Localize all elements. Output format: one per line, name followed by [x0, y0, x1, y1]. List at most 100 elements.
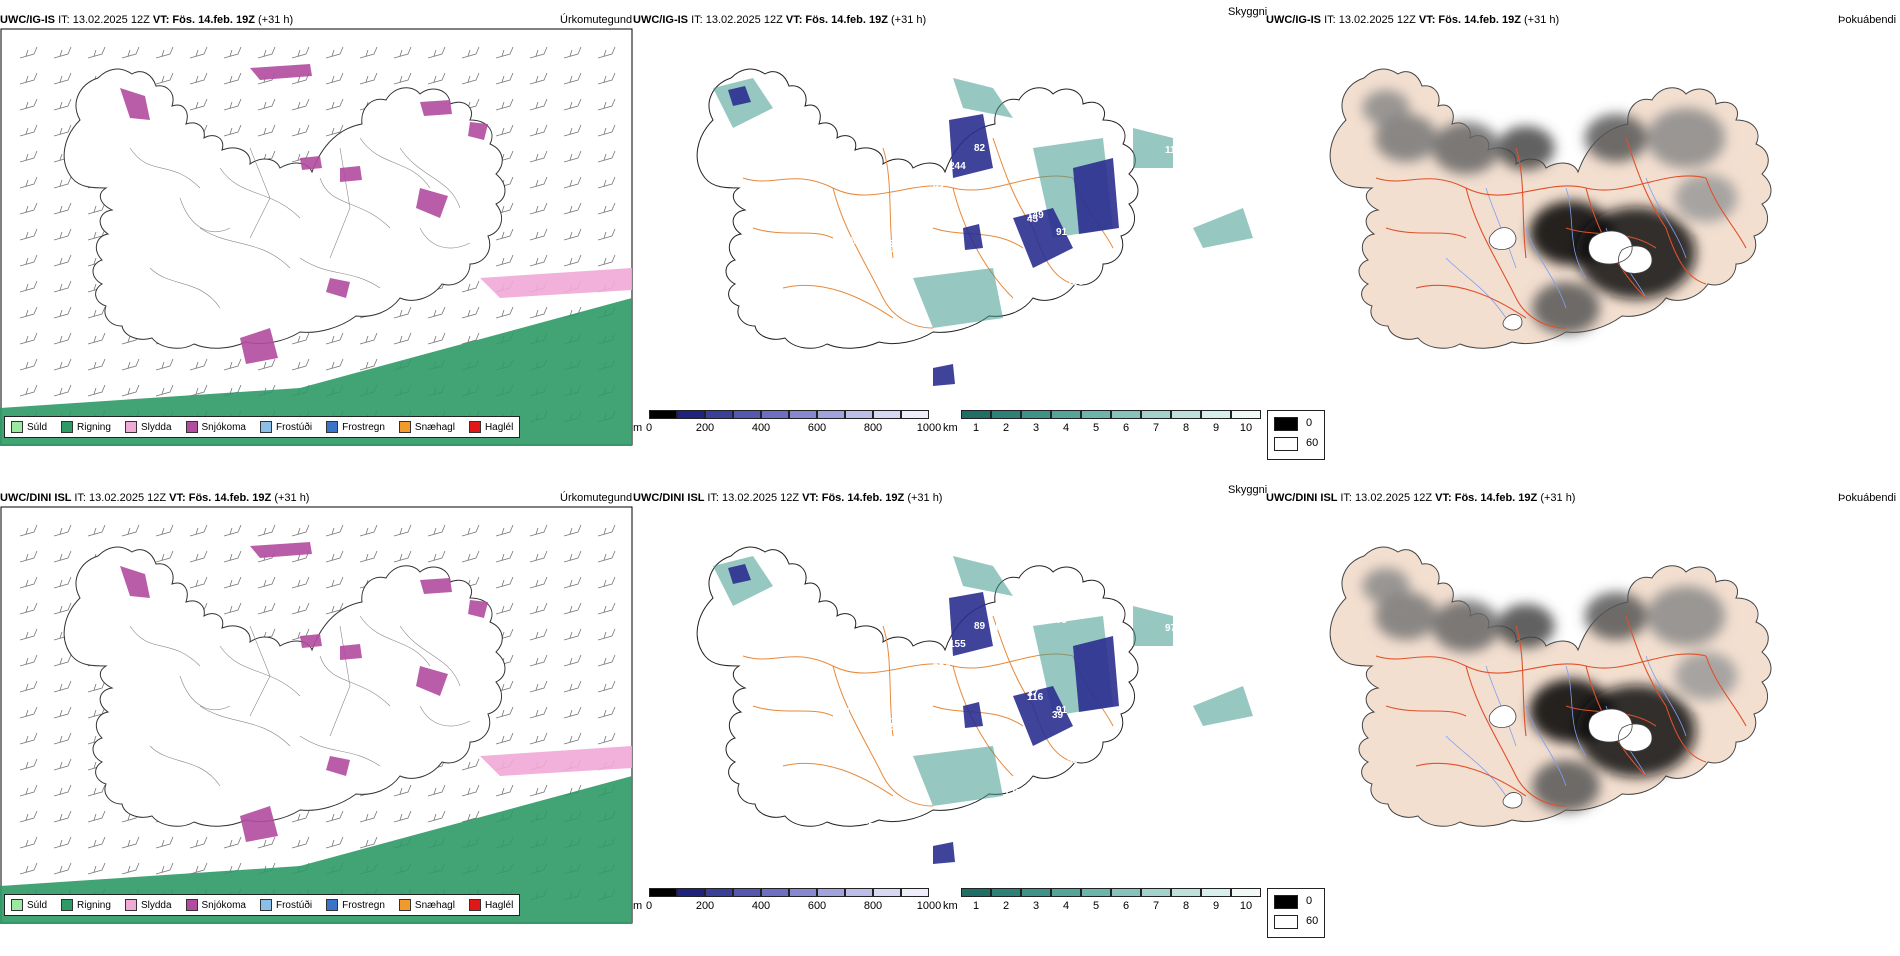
wind-barb: [461, 524, 480, 537]
fog-legend: 0 60: [1267, 888, 1325, 938]
wind-barb: [223, 124, 242, 137]
wind-barb: [19, 550, 38, 563]
wind-barb: [87, 332, 106, 345]
wind-barb: [563, 228, 582, 241]
fog-area: [1432, 600, 1500, 652]
wind-barb: [19, 150, 38, 163]
wind-barb: [359, 72, 378, 85]
wind-barb: [121, 862, 140, 875]
wind-barb: [87, 862, 106, 875]
precip-legend-item: Slydda: [124, 899, 172, 911]
legend-label: Slydda: [140, 421, 172, 433]
wind-barb: [257, 98, 276, 111]
wind-barb: [597, 524, 616, 537]
wind-barb: [529, 306, 548, 319]
wind-barb: [597, 150, 616, 163]
init-time: IT: 13.02.2025 12Z: [58, 14, 153, 26]
colorbar-segment: [705, 888, 733, 897]
model-row-2: UWC/DINI ISL IT: 13.02.2025 12Z VT: Fös.…: [0, 478, 1900, 956]
init-time: IT: 13.02.2025 12Z: [74, 492, 170, 504]
precip-area: [240, 328, 278, 364]
wind-barb: [427, 784, 446, 797]
wind-barb: [291, 46, 310, 59]
cloud-base-value: 42: [863, 816, 875, 827]
fog-legend-low: 60: [1306, 437, 1319, 449]
model-name: UWC/DINI ISL: [1266, 492, 1341, 504]
wind-barb: [53, 602, 72, 615]
visibility-area: [913, 268, 1003, 328]
wind-barb: [291, 576, 310, 589]
wind-barb: [189, 836, 208, 849]
wind-barb: [189, 576, 208, 589]
wind-barb: [257, 602, 276, 615]
valid-time-label: VT:: [169, 492, 189, 504]
cloud-base-value: 168: [754, 151, 771, 162]
wind-barb: [461, 280, 480, 293]
wind-barb: [563, 654, 582, 667]
wind-barb: [529, 524, 548, 537]
wind-barb: [19, 98, 38, 111]
colorbar-segment: [873, 888, 901, 897]
wind-barb: [257, 524, 276, 537]
legend-label: Frostúði: [275, 899, 313, 911]
glaciers: [1488, 227, 1653, 331]
wind-barb: [529, 72, 548, 85]
colorbar-segment: [961, 410, 991, 419]
precip-legend: Súld Rigning Slydda Snjókoma Frostúði Frostre…: [4, 416, 521, 438]
wind-barb: [563, 202, 582, 215]
wind-barb: [53, 280, 72, 293]
cloud-base-value: 95: [766, 659, 778, 670]
model-name: UWC/IG-IS: [1266, 14, 1325, 26]
wind-barb: [393, 810, 412, 823]
wind-barb: [189, 524, 208, 537]
wind-barb: [121, 524, 140, 537]
precip-legend-item: Haglél: [468, 421, 513, 433]
wind-barb: [53, 124, 72, 137]
precip-area: [240, 806, 278, 842]
wind-barb: [461, 306, 480, 319]
wind-barb: [359, 836, 378, 849]
cloud-base-value: 82: [974, 143, 986, 154]
valid-time: Fös. 14.feb. 19Z: [172, 14, 259, 26]
legend-label: Frostregn: [342, 421, 385, 433]
precip-area: [416, 188, 448, 218]
wind-barb: [291, 332, 310, 345]
wind-barb: [53, 706, 72, 719]
colorbar-tick: 8: [1182, 422, 1190, 434]
precip-legend-item: Haglél: [468, 899, 513, 911]
precip-areas: [0, 542, 632, 924]
visibility-area: [1133, 128, 1173, 168]
colorbar-tick: 2: [1002, 900, 1010, 912]
precip-area: [0, 298, 632, 446]
visibility-area: [953, 78, 1013, 118]
wind-barb: [53, 862, 72, 875]
colorbar-unit: m: [633, 422, 643, 434]
visibility-colorbar: km 1 2 3 4 5 6 7 8 9 10: [943, 888, 1261, 918]
wind-barb: [87, 306, 106, 319]
wind-barb: [291, 358, 310, 371]
cloud-base-values: 149 115 82 108 98 113 135 93 91 128 124 142 168 122 66…: [754, 106, 1248, 354]
fog-map: [1266, 506, 1899, 924]
fog-area: [1362, 90, 1410, 126]
wind-barb: [597, 654, 616, 667]
legend-swatch: [326, 899, 339, 911]
precip-legend-item: Súld: [11, 421, 47, 433]
wind-barb: [529, 550, 548, 563]
wind-barb: [223, 576, 242, 589]
cloud-base-value: 79: [940, 658, 952, 669]
precip-area: [120, 566, 150, 598]
wind-barb: [597, 550, 616, 563]
wind-barb: [495, 124, 514, 137]
valid-time-label: VT:: [152, 14, 173, 26]
colorbar-tick: 0: [645, 422, 653, 434]
colorbar-segment: [1051, 888, 1081, 897]
cloud-base-area: [1073, 636, 1119, 712]
colorbar-segment: [1141, 410, 1171, 419]
precip-area: [420, 578, 452, 594]
wind-barb: [359, 332, 378, 345]
colorbar-tick: 200: [695, 900, 715, 912]
fog-area: [1432, 122, 1500, 174]
cloud-base-value: 93: [933, 182, 945, 193]
colorbar-segment: [761, 410, 789, 419]
wind-barb: [257, 576, 276, 589]
